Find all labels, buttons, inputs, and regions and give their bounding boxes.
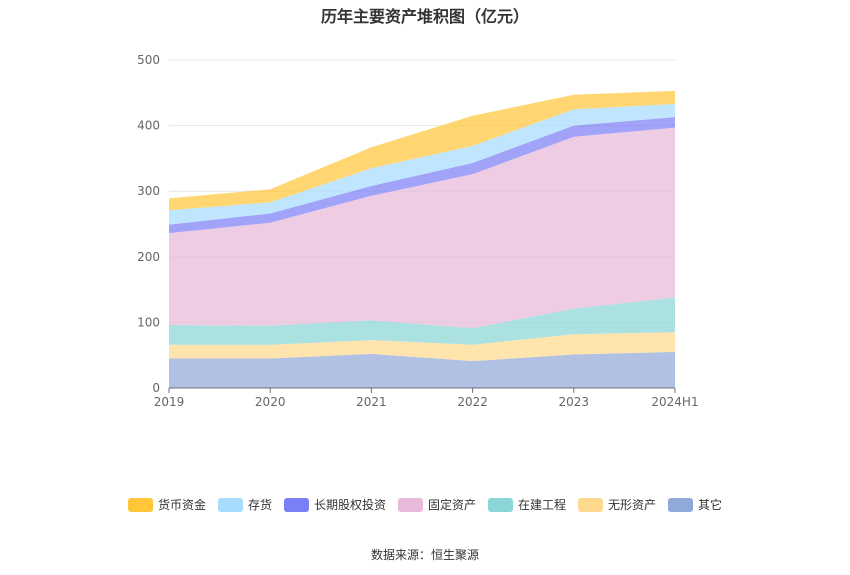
y-tick-label: 100 xyxy=(137,315,160,329)
x-tick-label: 2021 xyxy=(356,395,387,409)
legend-label: 长期股权投资 xyxy=(313,498,386,512)
legend-label: 固定资产 xyxy=(427,498,476,512)
legend: 货币资金 存货 长期股权投资 固定资产 在建工程 无形资产 其它 xyxy=(0,496,850,513)
area-在建工程 xyxy=(169,297,675,345)
area-固定资产 xyxy=(169,127,675,329)
y-tick-label: 500 xyxy=(137,53,160,67)
x-tick-label: 2020 xyxy=(255,395,286,409)
legend-label: 在建工程 xyxy=(518,498,567,512)
legend-item[interactable]: 存货 xyxy=(217,496,272,513)
x-tick-label: 2023 xyxy=(559,395,590,409)
legend-swatch xyxy=(578,497,604,512)
legend-item[interactable]: 固定资产 xyxy=(397,496,476,513)
axes: 0 100 200 300 400 500 2019 2020 2021 2022 2023 2024… xyxy=(137,53,699,409)
legend-label: 货币资金 xyxy=(157,498,206,512)
area-series xyxy=(169,90,675,388)
y-tick-label: 200 xyxy=(137,250,160,264)
x-tick-label: 2024H1 xyxy=(651,395,698,409)
data-source-note: 数据来源：恒生聚源 xyxy=(370,548,479,562)
legend-item[interactable]: 货币资金 xyxy=(127,496,206,513)
area-其它 xyxy=(169,351,675,388)
area-无形资产 xyxy=(169,332,675,362)
area-长期股权投资 xyxy=(169,117,675,234)
x-tick-label: 2022 xyxy=(457,395,488,409)
legend-item[interactable]: 长期股权投资 xyxy=(283,496,386,513)
legend-item[interactable]: 在建工程 xyxy=(488,496,566,513)
legend-swatch xyxy=(283,497,309,512)
y-tick-label: 400 xyxy=(137,119,160,133)
y-tick-label: 300 xyxy=(137,184,160,198)
legend-label: 存货 xyxy=(247,498,272,512)
legend-item[interactable]: 无形资产 xyxy=(578,496,656,513)
y-tick-label: 0 xyxy=(152,381,160,395)
legend-swatch xyxy=(668,497,694,512)
legend-label: 其它 xyxy=(698,498,723,512)
area-货币资金 xyxy=(169,90,675,211)
x-tick-label: 2019 xyxy=(154,395,185,409)
legend-swatch xyxy=(488,497,513,512)
legend-swatch xyxy=(217,497,243,512)
legend-label: 无形资产 xyxy=(608,498,657,512)
legend-swatch xyxy=(397,497,423,512)
legend-swatch xyxy=(127,497,153,512)
area-存货 xyxy=(169,103,675,225)
chart-title: 历年主要资产堆积图（亿元） xyxy=(320,7,529,26)
legend-item[interactable]: 其它 xyxy=(668,496,722,513)
